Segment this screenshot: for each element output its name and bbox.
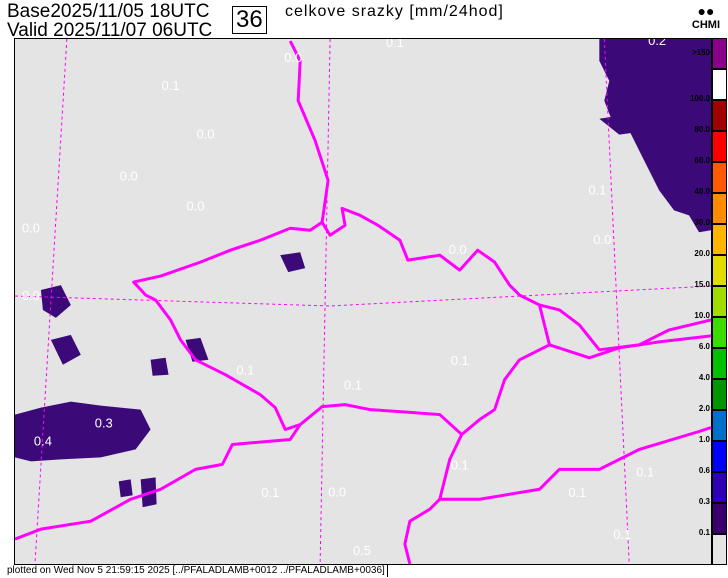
slovak-polish-border [539,303,711,352]
czech-border [132,206,551,436]
precip-area-northeast-fringe [599,112,650,135]
legend-swatch [712,379,727,410]
legend-swatch [712,162,727,193]
precip-area-southwest [15,401,151,462]
precipitation-map: 0.1 0.0 0.2 0.1 0.0 0.0 0.0 0.0 0.1 0.0 0.0 0.0 0.1 0… [14,38,712,565]
legend-swatch [712,131,727,162]
value-label: 0.0 [593,232,611,247]
meridian-line [603,39,630,564]
map-title: celkove srazky [mm/24hod] [285,3,504,20]
legend-swatch [712,534,727,565]
map-background [15,39,711,564]
plot-footer: plotted on Wed Nov 5 21:59:15 2025 [../P… [7,565,388,577]
value-label: 0.3 [95,416,113,431]
legend-swatch [712,224,727,255]
value-label: 0.1 [451,457,469,472]
german-austrian-border [15,423,302,541]
graticule [15,39,711,564]
value-label: 0.0 [196,127,214,142]
color-legend [712,38,728,565]
value-label: 0.0 [328,484,346,499]
country-borders [15,40,711,564]
value-label: 0.1 [261,485,279,500]
meridian-line [34,39,68,564]
precip-area-west2 [50,334,81,365]
value-label: 0.0 [120,168,138,183]
value-label: 0.2 [648,38,666,48]
slovak-border-east [549,334,711,360]
value-label: 0.1 [344,378,362,393]
precip-area-small5 [150,357,169,376]
legend-swatch [712,100,727,131]
legend-swatch [712,503,727,534]
legend-swatch [712,38,727,69]
german-polish-border [288,40,330,223]
parallel-line [15,285,711,307]
value-label: 0.1 [568,485,586,500]
value-label: 0.1 [162,78,180,93]
value-label: 0.0 [186,198,204,213]
legend-swatch [712,348,727,379]
austria-border-south [403,498,441,564]
value-labels: 0.1 0.0 0.2 0.1 0.0 0.0 0.0 0.0 0.1 0.0 0.0 0.0 0.1 0… [22,38,666,558]
precip-area-northeast [599,39,711,233]
value-label: 0.1 [588,182,606,197]
legend-swatch [712,441,727,472]
legend-swatch [712,69,727,100]
value-label: 0.5 [353,543,371,558]
precipitation-areas [15,39,711,508]
precip-area-small1 [280,252,306,273]
precip-area-west [40,285,71,318]
value-label: 0.0 [284,50,302,65]
legend-swatch [712,317,727,348]
forecast-hour: 36 [232,6,267,34]
legend-swatch [712,410,727,441]
value-label: 0.4 [34,433,52,448]
chmi-logo: ●● CHMI [691,3,720,31]
value-label: 0.1 [613,527,631,542]
legend-swatch [712,255,727,286]
valid-time: Valid 2025/11/07 06UTC [7,20,213,41]
value-label: 0.1 [636,464,654,479]
slovak-hungarian-border [438,426,711,501]
meridian-line [319,39,331,564]
value-label: 0.0 [22,288,40,303]
value-label: 0.1 [236,363,254,378]
legend-swatch [712,472,727,503]
base-time: Base2025/11/05 18UTC [7,1,210,22]
value-label: 0.1 [451,353,469,368]
value-label: 0.0 [22,220,40,235]
precip-area-small4 [118,479,133,498]
value-label: 0.1 [386,38,404,50]
value-label: 0.0 [449,242,467,257]
legend-swatch [712,286,727,317]
legend-swatch [712,193,727,224]
